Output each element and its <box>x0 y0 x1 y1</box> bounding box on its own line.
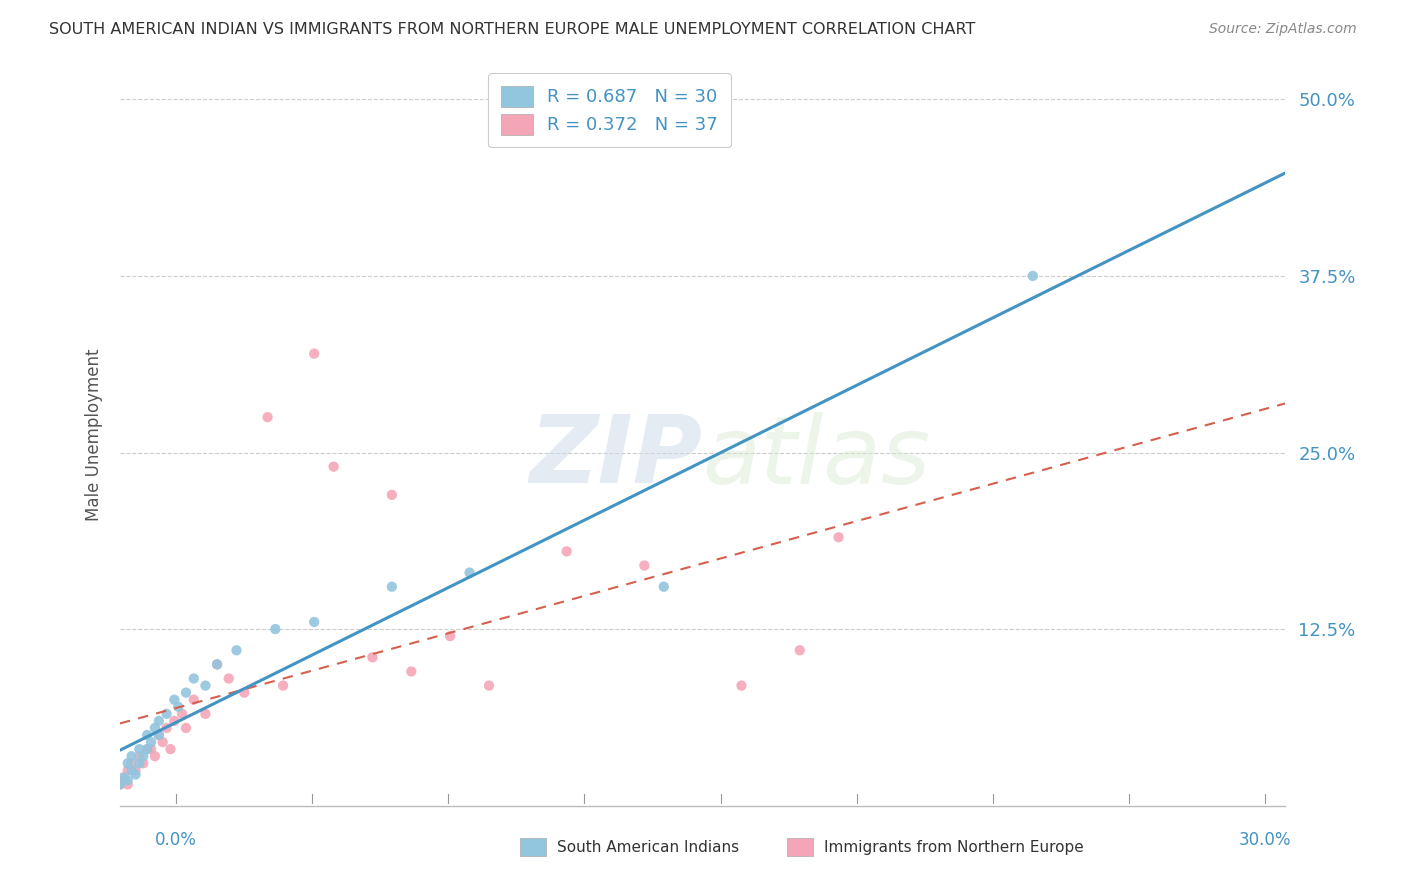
Point <box>136 742 159 756</box>
Point <box>136 728 159 742</box>
Point <box>117 777 139 791</box>
Point <box>789 643 811 657</box>
Point <box>183 672 205 686</box>
Point <box>148 728 170 742</box>
Point <box>730 679 752 693</box>
Point <box>128 756 150 771</box>
Point <box>143 721 166 735</box>
Point <box>478 679 501 693</box>
Point <box>322 459 344 474</box>
Point <box>139 735 162 749</box>
Point <box>1022 268 1045 283</box>
Point <box>132 756 155 771</box>
Point <box>172 706 194 721</box>
Text: ZIP: ZIP <box>530 411 703 503</box>
Point <box>194 679 217 693</box>
Point <box>174 721 197 735</box>
Point <box>302 346 325 360</box>
Text: South American Indians: South American Indians <box>557 840 740 855</box>
Point <box>233 685 256 699</box>
Point <box>205 657 228 672</box>
Point <box>827 530 849 544</box>
Text: atlas: atlas <box>703 411 931 502</box>
Point <box>439 629 461 643</box>
Point <box>256 410 278 425</box>
Point <box>112 771 135 785</box>
Point <box>136 742 159 756</box>
Point <box>555 544 578 558</box>
Point <box>132 749 155 764</box>
Point <box>218 672 240 686</box>
Point <box>121 764 143 778</box>
Point <box>121 749 143 764</box>
Legend: R = 0.687   N = 30, R = 0.372   N = 37: R = 0.687 N = 30, R = 0.372 N = 37 <box>488 73 731 147</box>
Point <box>271 679 294 693</box>
Point <box>117 773 139 788</box>
Point <box>117 764 139 778</box>
Point <box>128 749 150 764</box>
Text: 30.0%: 30.0% <box>1239 831 1292 849</box>
Y-axis label: Male Unemployment: Male Unemployment <box>86 349 103 521</box>
Point <box>163 714 186 728</box>
Point <box>302 615 325 629</box>
Point <box>139 742 162 756</box>
Point <box>112 771 135 785</box>
Point <box>117 756 139 771</box>
Point <box>155 721 177 735</box>
Point <box>458 566 481 580</box>
Point <box>167 699 190 714</box>
Point <box>124 767 146 781</box>
Point <box>163 692 186 706</box>
Point <box>401 665 423 679</box>
Point <box>381 488 404 502</box>
Point <box>124 764 146 778</box>
Point <box>108 777 131 791</box>
Point <box>152 735 174 749</box>
Point <box>381 580 404 594</box>
Point <box>361 650 384 665</box>
Point <box>633 558 655 573</box>
Point <box>155 706 177 721</box>
Point <box>121 756 143 771</box>
Point <box>652 580 675 594</box>
Point <box>183 692 205 706</box>
Point <box>148 728 170 742</box>
Text: Immigrants from Northern Europe: Immigrants from Northern Europe <box>824 840 1084 855</box>
Point <box>225 643 247 657</box>
Point <box>108 777 131 791</box>
Point <box>143 749 166 764</box>
Text: Source: ZipAtlas.com: Source: ZipAtlas.com <box>1209 22 1357 37</box>
Point <box>194 706 217 721</box>
Text: SOUTH AMERICAN INDIAN VS IMMIGRANTS FROM NORTHERN EUROPE MALE UNEMPLOYMENT CORRE: SOUTH AMERICAN INDIAN VS IMMIGRANTS FROM… <box>49 22 976 37</box>
Text: 0.0%: 0.0% <box>155 831 197 849</box>
Point <box>148 714 170 728</box>
Point <box>205 657 228 672</box>
Point <box>264 622 287 636</box>
Point <box>128 742 150 756</box>
Point <box>159 742 181 756</box>
Point <box>174 685 197 699</box>
